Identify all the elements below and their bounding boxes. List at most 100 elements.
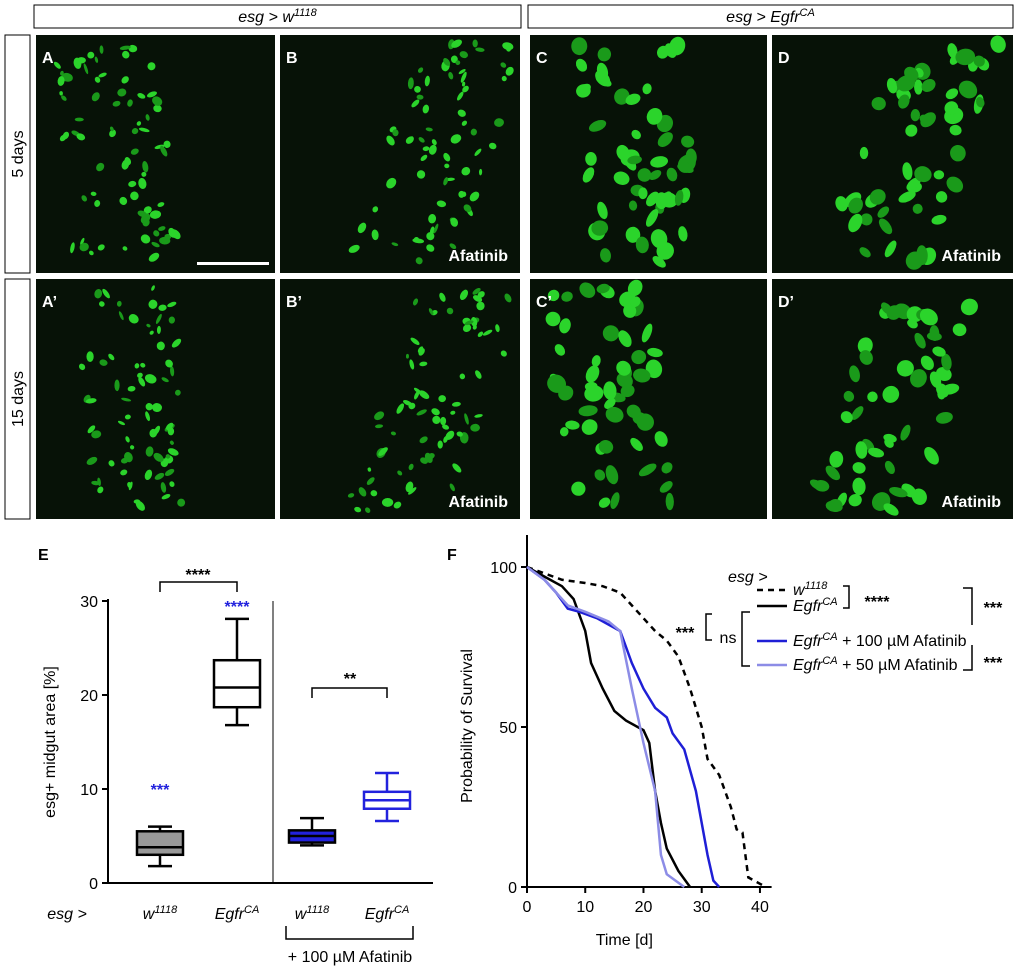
cell: [57, 76, 65, 86]
cell: [869, 189, 886, 205]
superscript: CA: [394, 904, 409, 916]
bracket: [705, 613, 712, 641]
cell: [647, 347, 663, 358]
cell: [134, 363, 140, 369]
cell: [916, 245, 928, 265]
cell: [495, 324, 500, 333]
cell: [61, 95, 67, 101]
cell: [813, 480, 830, 492]
cell: [559, 427, 569, 437]
significance: ***: [151, 782, 170, 799]
x-tick-label: w1118: [295, 904, 330, 923]
row-label: 5 days: [10, 130, 27, 177]
panel-treatment: Afatinib: [448, 494, 508, 511]
cell: [149, 330, 154, 335]
cell: [136, 121, 142, 126]
cell: [167, 301, 177, 308]
cell: [130, 191, 139, 201]
cell: [402, 400, 413, 406]
cell: [155, 313, 162, 324]
cell: [91, 430, 102, 439]
cell: [502, 42, 514, 51]
cell: [428, 308, 434, 315]
cell: [638, 463, 657, 477]
cell: [451, 39, 462, 48]
cell: [127, 99, 133, 107]
cell: [464, 320, 474, 326]
survival-curve: [526, 565, 721, 888]
cell: [120, 469, 128, 476]
micrograph: [280, 279, 520, 519]
cell: [418, 348, 425, 356]
cell: [666, 167, 678, 182]
box: [212, 658, 262, 709]
cell: [156, 341, 165, 351]
cell: [455, 60, 461, 66]
cell: [164, 233, 172, 240]
cell: [444, 163, 450, 169]
cell: [941, 383, 960, 395]
micrograph: [36, 279, 275, 519]
cell: [96, 162, 105, 172]
cell: [414, 85, 421, 93]
cell: [161, 377, 169, 383]
cell: [650, 229, 668, 249]
cell: [410, 337, 420, 345]
cell: [630, 296, 641, 308]
cell: [449, 483, 455, 492]
text-part: w: [282, 9, 295, 26]
cell: [174, 389, 181, 396]
cell: [99, 359, 108, 366]
panel-letter: C’: [536, 294, 552, 311]
cell: [650, 156, 669, 168]
cell: [868, 447, 885, 458]
cell: [571, 37, 588, 56]
cell: [109, 129, 116, 138]
cell: [472, 39, 478, 48]
cell: [425, 127, 433, 132]
cell: [59, 134, 67, 142]
cell: [976, 96, 985, 108]
cell: [616, 144, 630, 161]
cell: [469, 191, 480, 202]
cell: [452, 463, 462, 473]
cell: [920, 355, 934, 371]
cell: [914, 166, 932, 183]
legend-label: EgfrCA + 50 µM Afatinib: [793, 655, 958, 674]
cell: [456, 431, 463, 437]
cell: [588, 119, 607, 132]
cell: [659, 192, 678, 208]
cell: [422, 104, 430, 114]
cell: [681, 135, 695, 148]
cell: [884, 240, 897, 258]
significance: ***: [984, 600, 1003, 617]
cell: [475, 370, 482, 379]
cell: [370, 490, 378, 497]
survival-curve: [526, 565, 767, 889]
cell: [488, 142, 497, 150]
cell: [347, 493, 355, 498]
cell: [458, 69, 466, 75]
cell: [419, 436, 428, 444]
superscript: CA: [244, 904, 259, 916]
cell: [889, 487, 908, 498]
cell: [76, 133, 86, 141]
cell: [116, 300, 122, 307]
x-tick-label: 30: [693, 899, 711, 916]
cell: [633, 368, 651, 383]
cell: [392, 129, 399, 137]
cell: [390, 431, 397, 436]
cell: [575, 58, 588, 72]
cell: [148, 252, 160, 262]
cell: [94, 76, 101, 83]
cell: [127, 481, 133, 489]
cell: [170, 366, 175, 377]
cell: [952, 323, 967, 337]
cell: [158, 304, 167, 311]
cell: [472, 295, 483, 302]
superscript: CA: [800, 7, 815, 19]
cell: [371, 229, 379, 241]
superscript: CA: [822, 655, 837, 667]
cell: [596, 62, 609, 81]
superscript: 1118: [154, 904, 178, 916]
